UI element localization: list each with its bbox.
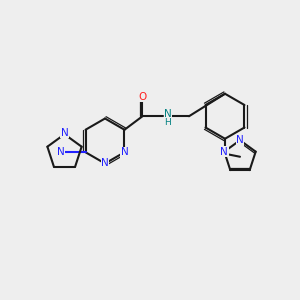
Text: N: N — [164, 109, 172, 119]
Text: O: O — [138, 92, 147, 102]
Text: N: N — [61, 128, 68, 138]
Text: N: N — [101, 158, 109, 169]
Text: H: H — [165, 118, 171, 127]
Text: N: N — [220, 147, 228, 157]
Text: N: N — [236, 135, 244, 145]
Text: N: N — [121, 147, 128, 157]
Text: N: N — [57, 147, 65, 157]
